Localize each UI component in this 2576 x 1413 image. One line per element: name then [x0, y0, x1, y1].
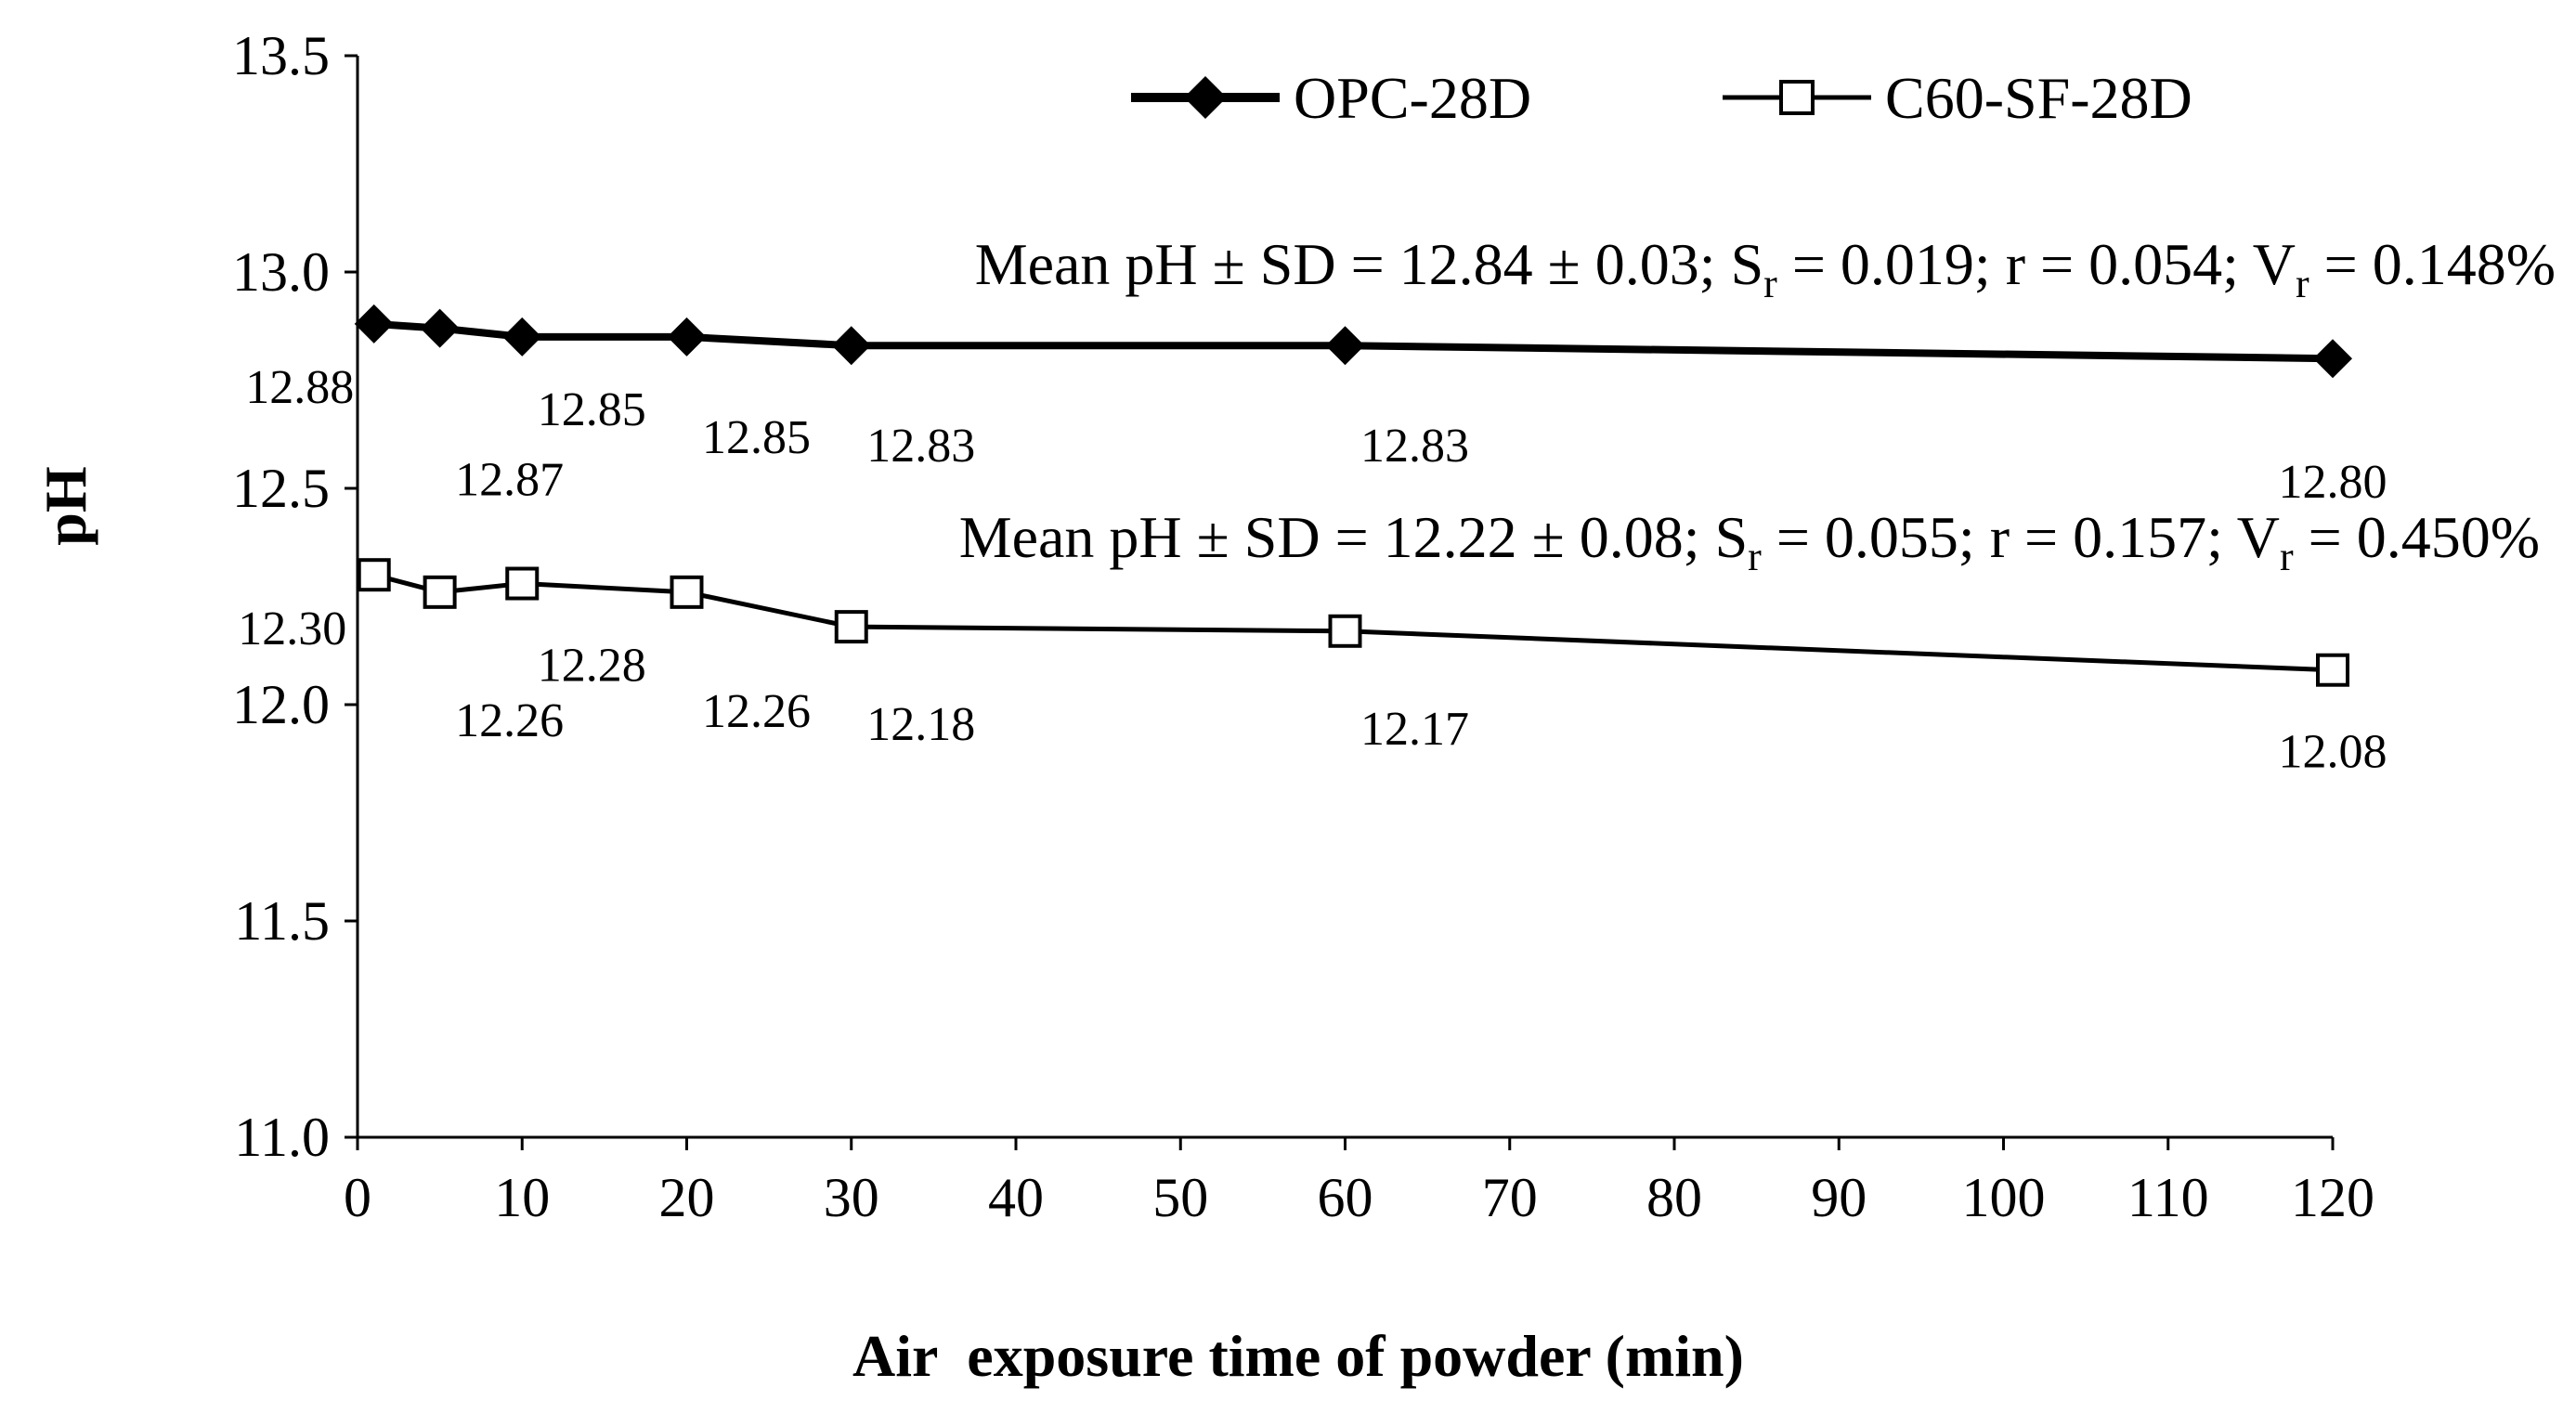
- data-point-c60: [505, 566, 540, 601]
- x-tick-label: 50: [1152, 1167, 1208, 1228]
- legend-item-c60: C60-SF-28D: [1723, 65, 2192, 131]
- x-tick-label: 60: [1318, 1167, 1373, 1228]
- x-tick-label: 0: [344, 1167, 371, 1228]
- x-tick-label: 110: [2127, 1167, 2209, 1228]
- data-point-c60: [834, 610, 868, 644]
- y-tick-label: 12.5: [232, 458, 330, 519]
- x-tick-label: 120: [2291, 1167, 2374, 1228]
- data-label-c60: 12.18: [866, 698, 975, 751]
- y-tick-label: 11.0: [234, 1107, 330, 1168]
- axes: 11.0 11.5 12.0 12.5 13.0 13.5 0 10 20 30 40 50 60 70 8…: [232, 25, 2374, 1228]
- data-point-opc: [667, 317, 707, 356]
- x-tick-label: 80: [1646, 1167, 1702, 1228]
- x-tick-label: 70: [1482, 1167, 1538, 1228]
- legend: OPC-28D C60-SF-28D: [1131, 65, 2192, 131]
- legend-label-c60: C60-SF-28D: [1885, 65, 2192, 131]
- y-tick-label: 13.5: [232, 25, 330, 86]
- data-label-c60: 12.08: [2279, 726, 2387, 779]
- data-label-c60: 12.30: [238, 603, 346, 655]
- data-label-opc: 12.83: [1360, 420, 1469, 473]
- data-label-opc: 12.88: [245, 361, 354, 414]
- y-axis-title: pH: [33, 466, 98, 545]
- data-point-opc: [2313, 339, 2352, 379]
- y-tick-label: 13.0: [232, 241, 330, 303]
- data-label-opc: 12.80: [2279, 456, 2387, 509]
- data-point-c60: [1328, 614, 1362, 648]
- x-tick-label: 90: [1811, 1167, 1867, 1228]
- data-point-opc: [1325, 326, 1365, 366]
- data-point-c60: [2316, 653, 2349, 687]
- data-label-c60: 12.28: [538, 640, 646, 693]
- data-point-opc: [831, 326, 871, 366]
- y-tick-label: 12.0: [232, 674, 330, 735]
- data-point-c60: [423, 575, 457, 609]
- x-tick-label: 30: [824, 1167, 879, 1228]
- data-label-opc: 12.83: [866, 420, 975, 473]
- stats-annotation-opc: Mean pH ± SD = 12.84 ± 0.03; Sr = 0.019;…: [975, 231, 2556, 306]
- data-point-opc: [420, 308, 460, 348]
- series-layer: [354, 304, 2352, 687]
- legend-label-opc: OPC-28D: [1294, 65, 1531, 131]
- data-point-opc: [502, 317, 542, 356]
- data-point-c60: [357, 558, 391, 592]
- data-label-c60: 12.26: [702, 685, 811, 738]
- data-labels: 12.88 12.87 12.85 12.85 12.83 12.83 12.80 12.30…: [238, 361, 2387, 779]
- x-tick-label: 10: [494, 1167, 550, 1228]
- data-label-opc: 12.85: [538, 383, 646, 436]
- data-label-opc: 12.87: [455, 454, 564, 507]
- data-label-c60: 12.17: [1360, 703, 1469, 756]
- x-tick-label: 20: [659, 1167, 715, 1228]
- data-point-c60: [670, 575, 704, 609]
- legend-item-opc: OPC-28D: [1131, 65, 1531, 131]
- x-axis-title: Air exposure time of powder (min): [852, 1323, 1744, 1389]
- legend-diamond-icon: [1184, 76, 1227, 119]
- legend-square-icon: [1779, 80, 1815, 115]
- y-tick-label: 11.5: [234, 890, 330, 952]
- x-tick-label: 100: [1962, 1167, 2046, 1228]
- stats-annotation-c60: Mean pH ± SD = 12.22 ± 0.08; Sr = 0.055;…: [959, 504, 2540, 579]
- data-point-opc: [354, 304, 394, 344]
- x-tick-label: 40: [988, 1167, 1044, 1228]
- data-label-opc: 12.85: [702, 411, 811, 464]
- data-label-c60: 12.26: [455, 694, 564, 747]
